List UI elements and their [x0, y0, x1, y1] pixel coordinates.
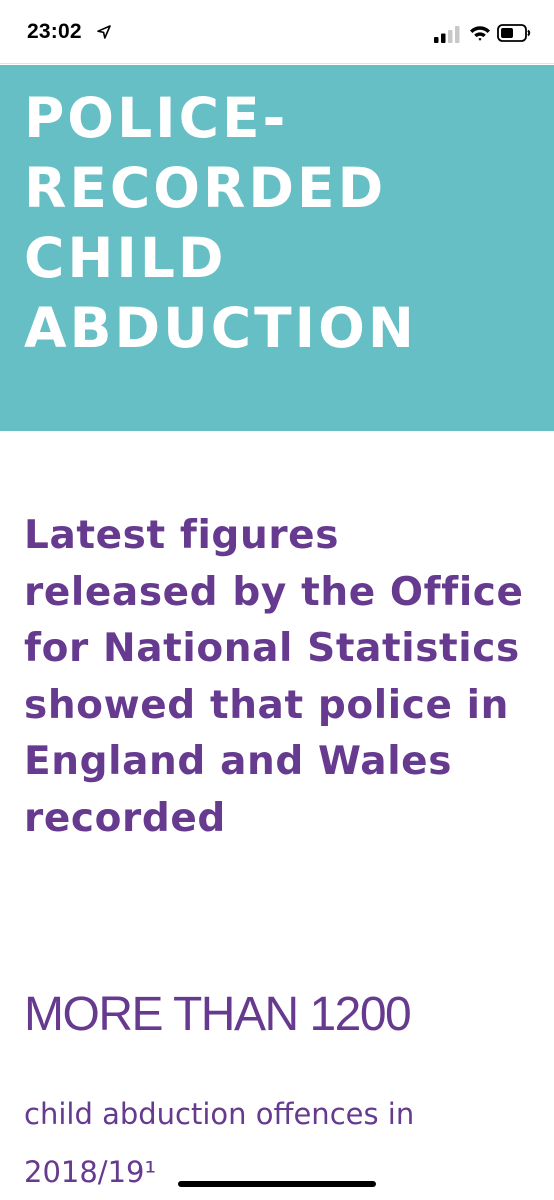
wifi-icon	[470, 26, 490, 41]
location-arrow-icon	[97, 25, 111, 39]
hero-banner: POLICE- RECORDED CHILD ABDUCTION	[0, 65, 554, 431]
stat-value: MORE THAN 1200	[24, 988, 412, 1041]
title-line: POLICE-	[24, 86, 289, 150]
battery-icon	[497, 24, 531, 42]
page-title: POLICE- RECORDED CHILD ABDUCTION	[24, 83, 524, 363]
title-line: CHILD	[24, 226, 227, 290]
cellular-signal-icon	[434, 26, 460, 43]
lead-paragraph: Latest figures released by the Office fo…	[24, 513, 524, 841]
home-indicator[interactable]	[178, 1181, 376, 1187]
status-bar: 23:02	[0, 0, 554, 64]
title-line: RECORDED	[24, 156, 387, 220]
title-line: ABDUCTION	[24, 296, 417, 360]
status-time: 23:02	[27, 20, 82, 43]
stat-caption: child abduction offences in 2018/19¹	[24, 1097, 415, 1189]
